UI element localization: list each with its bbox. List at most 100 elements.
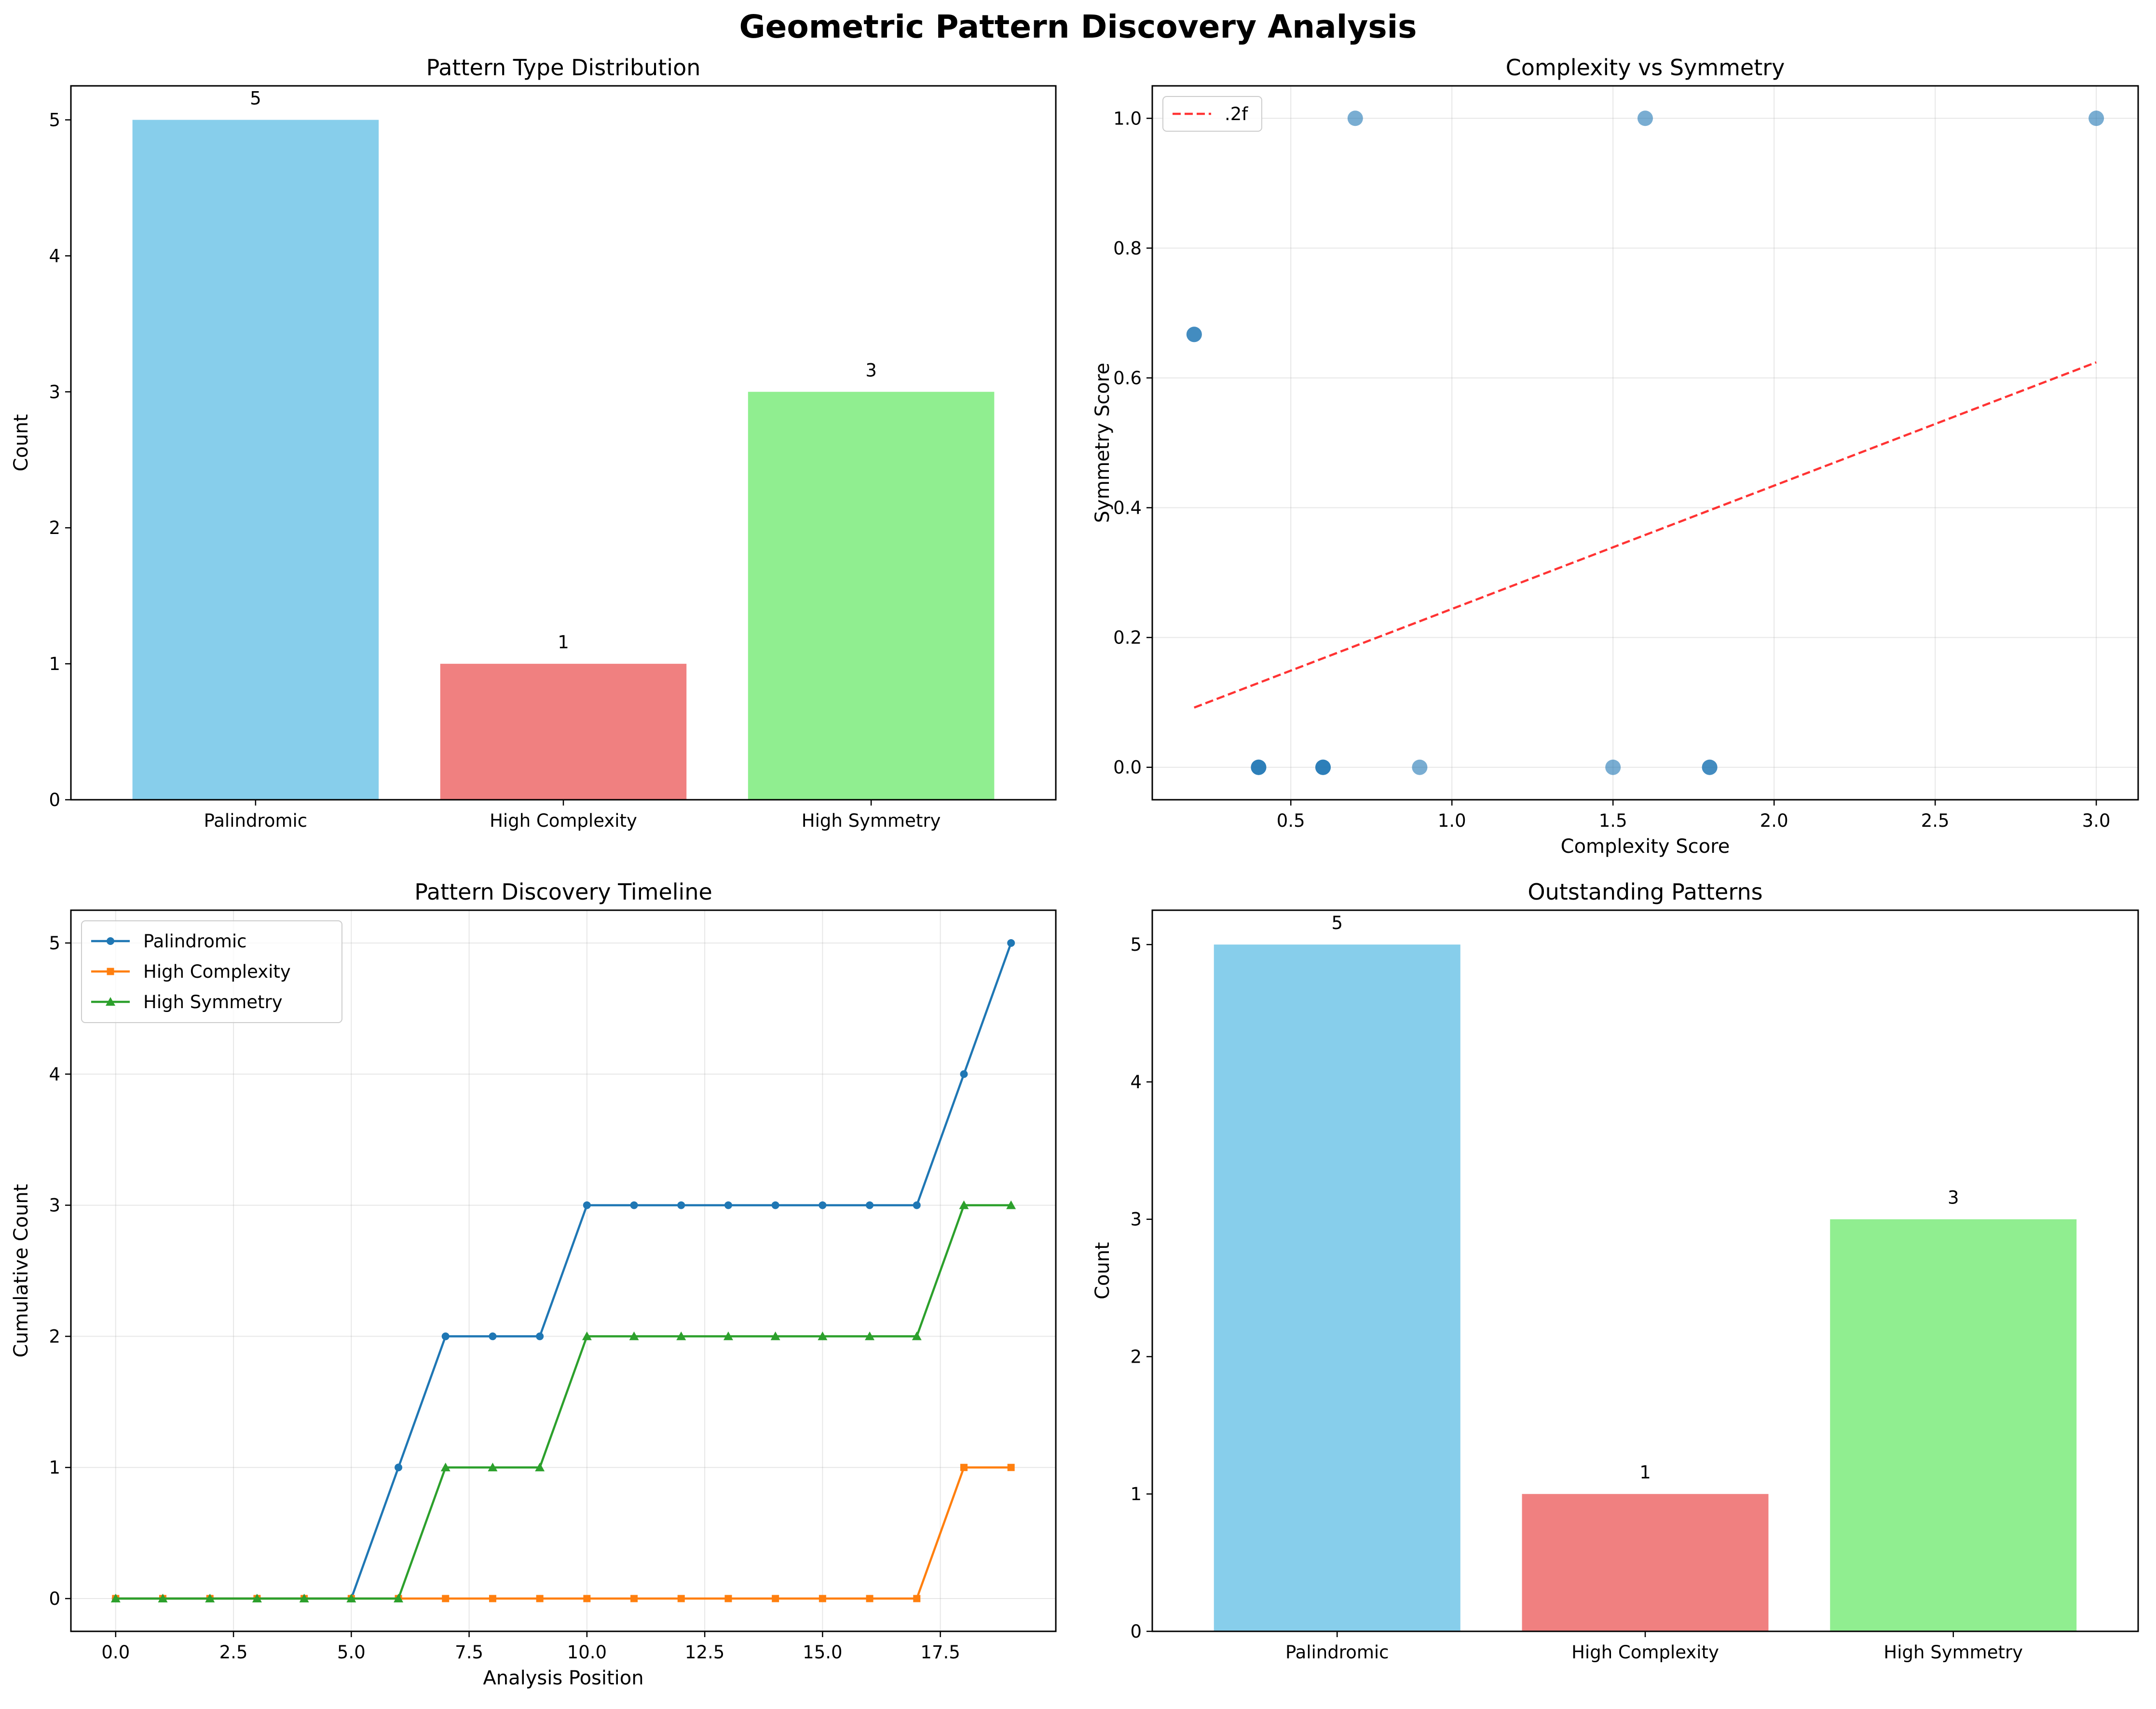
scatter-point: [1412, 759, 1428, 775]
bar-value-label: 1: [1639, 1462, 1651, 1483]
series-marker: [819, 1201, 827, 1209]
x-tick-label: 1.5: [1599, 810, 1627, 831]
series-marker: [299, 1594, 309, 1603]
panel-pattern-discovery-timeline: 0 1 2 3 4 5 0.0 2.5 5.0 7.5 10.0 12.5 15.0 17.5 Palind…: [10, 879, 1057, 1689]
x-tick-label: 0.5: [1277, 810, 1305, 831]
y-tick-label: 0: [49, 790, 60, 810]
x-tick-label: 2.0: [1760, 810, 1788, 831]
y-tick-label: 5: [1130, 934, 1142, 955]
bar-value-label: 5: [250, 88, 261, 109]
y-tick-label: 1: [1130, 1484, 1142, 1504]
scatter-point: [1605, 759, 1621, 775]
series-marker: [819, 1595, 826, 1602]
legend-box: [1162, 96, 1262, 132]
series-marker: [677, 1201, 685, 1209]
x-axis-label: Complexity Score: [1561, 835, 1730, 858]
x-tick-label: Palindromic: [204, 810, 308, 831]
series-marker: [912, 1331, 922, 1340]
series-marker: [865, 1331, 875, 1340]
x-tick-label: 12.5: [685, 1642, 724, 1663]
series-marker: [582, 1331, 592, 1340]
bar: [1522, 1494, 1769, 1631]
series-marker: [489, 1332, 497, 1340]
series-marker: [913, 1201, 921, 1209]
series-marker: [440, 1463, 450, 1472]
series-marker: [441, 1332, 450, 1340]
series-marker: [676, 1331, 686, 1340]
y-axis-label: Count: [10, 414, 32, 472]
series-marker: [723, 1331, 733, 1340]
y-tick-label: 5: [49, 933, 60, 954]
legend-swatch-marker: [107, 937, 114, 945]
x-tick-label: 2.5: [219, 1642, 248, 1663]
legend-label: Palindromic: [143, 931, 247, 952]
series-marker: [583, 1595, 591, 1602]
series-marker: [770, 1331, 780, 1340]
figure-title: Geometric Pattern Discovery Analysis: [739, 8, 1417, 45]
series-marker: [394, 1594, 404, 1603]
bar: [1214, 944, 1460, 1631]
x-tick-label: 15.0: [803, 1642, 842, 1663]
y-tick-label: 5: [49, 109, 60, 130]
series-marker: [630, 1595, 638, 1602]
y-tick-label: 3: [49, 382, 60, 402]
x-tick-label: 1.0: [1438, 810, 1466, 831]
scatter-point: [1702, 759, 1718, 775]
scatter-point: [1315, 759, 1331, 775]
series-marker: [866, 1201, 874, 1209]
x-tick-label: 2.5: [1921, 810, 1950, 831]
x-tick-label: 3.0: [2082, 810, 2111, 831]
scatter-point: [2088, 110, 2104, 126]
axes-frame: [70, 85, 1057, 801]
series-marker: [1006, 1200, 1016, 1209]
y-axis-label: Cumulative Count: [10, 1184, 32, 1358]
x-tick-label: 5.0: [337, 1642, 366, 1663]
series-line: [115, 1204, 1011, 1600]
scatter-point: [1251, 759, 1267, 775]
y-tick-label: 3: [1130, 1209, 1142, 1230]
y-tick-label: 3: [49, 1195, 60, 1216]
legend-swatch-marker: [107, 968, 114, 975]
series-marker: [724, 1595, 732, 1602]
series-marker: [205, 1594, 215, 1603]
y-tick-label: 0.2: [1113, 628, 1142, 648]
series-marker: [110, 1594, 121, 1603]
x-tick-label: High Symmetry: [802, 810, 941, 831]
series-marker: [395, 1463, 403, 1472]
panel-pattern-type-distribution: 5 1 3 0 1 2 3 4 5 Palindromic High Complexity High …: [10, 55, 1057, 831]
y-tick-label: 2: [49, 518, 60, 538]
x-tick-label: High Symmetry: [1883, 1642, 2023, 1663]
x-tick-label: 10.0: [567, 1642, 607, 1663]
panel-title: Pattern Type Distribution: [426, 55, 701, 81]
bar: [748, 392, 995, 800]
series-marker: [771, 1201, 779, 1209]
axes-frame: [1151, 909, 2139, 1632]
bar: [440, 664, 687, 800]
panel-outstanding-patterns: 5 1 3 0 1 2 3 4 5 Palindromic High Complexity High …: [1092, 879, 2139, 1663]
y-tick-label: 0: [1130, 1621, 1142, 1642]
series-marker: [960, 1070, 968, 1078]
scatter-point: [1186, 327, 1202, 342]
y-tick-label: 0.8: [1113, 238, 1142, 259]
series-marker: [913, 1595, 921, 1602]
y-tick-label: 1: [49, 654, 60, 674]
bar: [1830, 1219, 2077, 1631]
x-tick-label: Palindromic: [1285, 1642, 1389, 1663]
series-marker: [866, 1595, 873, 1602]
y-tick-label: 0.6: [1113, 368, 1142, 388]
series-marker: [818, 1331, 828, 1340]
series-marker: [252, 1594, 262, 1603]
series-marker: [442, 1595, 450, 1602]
axes-frame: [1151, 85, 2139, 801]
y-axis-label: Symmetry Score: [1092, 363, 1114, 523]
legend-swatch-marker: [106, 997, 115, 1006]
series-marker: [1007, 939, 1015, 947]
series-marker: [724, 1201, 732, 1209]
x-axis-label: Analysis Position: [483, 1667, 643, 1689]
series-marker: [1007, 1463, 1015, 1471]
series-marker: [536, 1332, 544, 1340]
legend-label: High Symmetry: [143, 992, 283, 1012]
series-marker: [960, 1463, 968, 1471]
series-marker: [959, 1200, 969, 1209]
